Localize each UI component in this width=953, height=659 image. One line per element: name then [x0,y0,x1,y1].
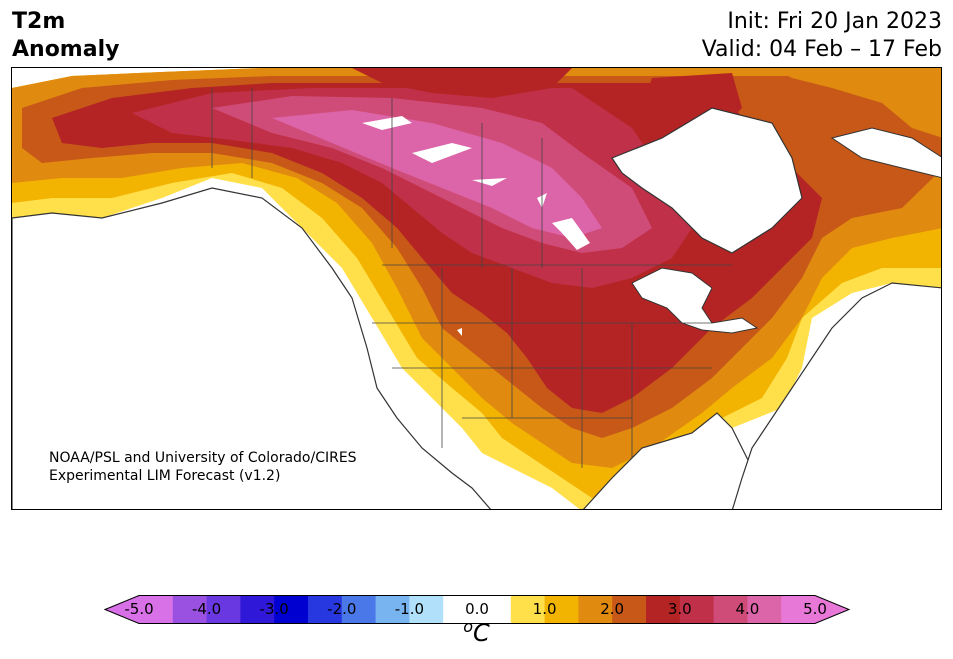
colorbar-segment [409,595,444,624]
credit-line2: Experimental LIM Forecast (v1.2) [49,468,281,484]
map-panel [11,67,942,510]
colorbar-segment [443,595,478,624]
colorbar-under-arrow [105,595,139,624]
arctic-islands [352,68,742,138]
colorbar-tick-label: 4.0 [735,600,760,618]
hudson-bay [611,107,803,254]
colorbar-tick-label: 3.0 [667,600,692,618]
political-borders [211,88,732,468]
colorbar-tick-label: 5.0 [803,600,827,618]
colorbar-segment [240,595,275,624]
colorbar-segment [578,595,613,624]
colorbar-tick-label: -3.0 [259,600,289,618]
colorbar-unit-label: oC [463,617,490,647]
atlantic-ocean [731,282,941,509]
plot-dates: Init: Fri 20 Jan 2023 Valid: 04 Feb – 17… [702,8,942,64]
great-lakes [631,267,759,334]
colorbar [103,595,851,624]
colorbar-tick-label: -1.0 [394,600,425,618]
credit-line1: NOAA/PSL and University of Colorado/CIRE… [49,450,357,466]
pacific-ocean [12,187,492,509]
colorbar-tick-label: -5.0 [124,600,154,618]
colorbar-tick-label: -4.0 [191,600,222,618]
colorbar-over-arrow [815,595,849,624]
colorbar-segment [375,595,410,624]
colorbar-segment [139,595,174,624]
colorbar-segment [477,595,512,624]
title-variable-line1: T2m [12,9,66,34]
colorbar-segment [781,595,816,624]
title-variable-line2: Anomaly [12,37,120,62]
colorbar-segment [206,595,241,624]
colorbar-segment [713,595,748,624]
colorbar-segment [612,595,647,624]
greenland [772,68,941,138]
colorbar-segment [341,595,377,624]
colorbar-segment [172,595,208,624]
colorbar-tick-label: 2.0 [600,600,625,618]
colorbar-segment [544,595,579,624]
init-date: Init: Fri 20 Jan 2023 [727,9,942,34]
colorbar-segment [510,595,546,624]
credit-text: NOAA/PSL and University of Colorado/CIRE… [49,449,357,485]
colorbar-segment [747,595,782,624]
valid-date-range: Valid: 04 Feb – 17 Feb [701,37,942,62]
colorbar-tick-label: -2.0 [327,600,357,618]
plot-title: T2m Anomaly [12,8,119,64]
colorbar-outline [103,595,851,624]
colorbar-segment [274,595,309,624]
north-america-anomaly-map [12,68,941,509]
colorbar-tick-label: 1.0 [532,600,557,618]
colorbar-segment [679,595,715,624]
colorbar-segment [308,595,343,624]
labrador-sea [830,127,941,179]
colorbar-segment [646,595,681,624]
colorbar-tick-label: 0.0 [465,600,489,618]
land-anomaly-level4-5 [272,110,602,238]
